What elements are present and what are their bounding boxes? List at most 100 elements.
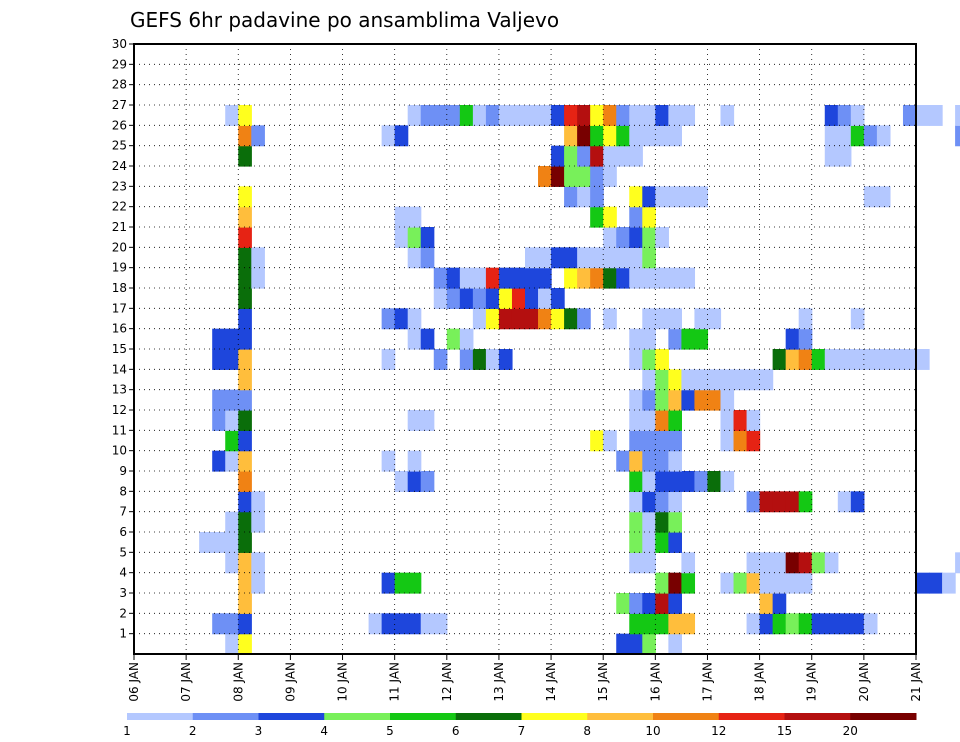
heatmap-cell [642,267,656,289]
heatmap-cell [759,369,774,391]
y-tick-label: 12 [112,403,127,417]
heatmap-cell [694,471,709,492]
x-tick-label: 15 JAN [596,662,610,702]
heatmap-cell [811,613,826,635]
colorbar-label: 15 [777,724,792,738]
colorbar-segment [192,713,259,720]
heatmap-cell [655,186,669,208]
heatmap-cell [603,105,617,126]
heatmap-cell [681,267,696,289]
heatmap-cell [577,105,591,126]
heatmap-cell [407,471,422,492]
heatmap-cell [837,125,852,147]
heatmap-cell [720,410,735,431]
heatmap-cell [603,227,617,248]
heatmap-cell [929,572,943,594]
heatmap-cell [225,328,239,350]
heatmap-cell [381,125,396,147]
heatmap-cell [212,450,226,472]
colorbar-segment [127,713,194,720]
heatmap-cell [916,349,930,370]
heatmap-cell [798,552,813,574]
heatmap-cell [616,125,630,147]
heatmap-cell [251,247,265,269]
heatmap-cell [824,552,839,574]
heatmap-cell [668,410,682,431]
heatmap-cell [238,227,252,248]
heatmap-cell [498,267,513,289]
colorbar-label: 1 [123,724,131,738]
colorbar-label: 7 [518,724,526,738]
heatmap-cell [668,389,682,411]
heatmap-cell [538,247,552,269]
heatmap-cell [511,105,526,126]
x-tick-label: 11 JAN [388,662,402,702]
heatmap-cell [381,613,396,635]
heatmap-cell [407,206,422,228]
heatmap-cell [238,471,252,492]
y-tick-label: 1 [119,627,127,641]
heatmap-cell [238,593,252,614]
x-tick-label: 18 JAN [753,662,767,702]
heatmap-cell [642,308,656,330]
colorbar-segment [653,713,720,720]
heatmap-cell [238,633,252,655]
heatmap-cell [603,166,617,187]
y-tick-label: 5 [119,545,127,559]
y-tick-label: 24 [112,159,127,173]
heatmap-cell [655,125,669,147]
heatmap-cell [668,471,682,492]
heatmap-cell [642,389,656,411]
heatmap-cell [681,105,696,126]
heatmap-cell [681,186,696,208]
heatmap-cell [681,369,696,391]
heatmap-cell [629,105,643,126]
heatmap-cell [668,633,682,655]
heatmap-cell [655,593,669,614]
heatmap-cell [824,105,839,126]
heatmap-cell [681,328,696,350]
heatmap-cell [642,328,656,350]
x-tick-label: 09 JAN [283,662,297,702]
colorbar-segment [784,713,851,720]
heatmap-cell [681,471,696,492]
heatmap-cell [629,389,643,411]
heatmap-cell [629,267,643,289]
heatmap-cell [694,308,709,330]
heatmap-cell [850,613,865,635]
heatmap-cell [420,227,435,248]
heatmap-cell [785,328,800,350]
heatmap-cell [538,166,552,187]
x-tick-label: 10 JAN [336,662,350,702]
heatmap-cell [551,308,565,330]
heatmap-cell [668,511,682,533]
x-tick-label: 06 JAN [127,662,141,702]
heatmap-cell [225,450,239,472]
heatmap-cell [538,267,552,289]
heatmap-cell [955,105,960,126]
y-tick-label: 25 [112,139,127,153]
heatmap-cell [577,247,591,269]
heatmap-cell [798,572,813,594]
heatmap-cell [238,145,252,167]
y-tick-label: 21 [112,220,127,234]
heatmap-cell [394,308,409,330]
heatmap-cell [642,613,656,635]
heatmap-cell [251,572,265,594]
heatmap-cell [655,511,669,533]
heatmap-cell [655,471,669,492]
x-tick-label: 16 JAN [648,662,662,702]
y-tick-label: 10 [112,444,127,458]
heatmap-cell [681,552,696,574]
heatmap-cell [420,328,435,350]
colorbar-segment [324,713,391,720]
heatmap-cell [485,288,500,309]
heatmap-cell [694,369,709,391]
colorbar-label: 10 [645,724,660,738]
heatmap-cell [942,572,956,594]
heatmap-cell [472,105,487,126]
heatmap-cell [746,613,761,635]
heatmap-cell [381,308,396,330]
heatmap-cell [590,430,604,452]
heatmap-cell [564,247,578,269]
